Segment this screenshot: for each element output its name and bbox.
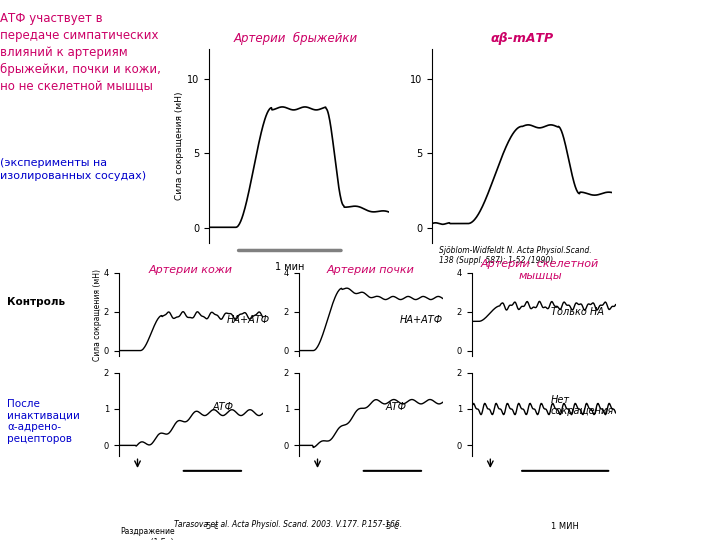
Text: Раздражение
нервов (1 Гц): Раздражение нервов (1 Гц) [120,528,175,540]
Text: αβ-mАТР: αβ-mАТР [490,32,554,45]
Text: Артерии кожи: Артерии кожи [149,265,233,275]
Text: НА+АТФ: НА+АТФ [400,315,443,325]
Text: Tarasova et al. Acta Physiol. Scand. 2003. V.177. P.157-166.: Tarasova et al. Acta Physiol. Scand. 200… [174,520,402,529]
Text: Артерии  брыжейки: Артерии брыжейки [233,32,357,45]
Text: Артерии почки: Артерии почки [327,265,415,275]
Y-axis label: Сила сокращения (мН): Сила сокращения (мН) [175,92,184,200]
Text: Контроль: Контроль [7,298,66,307]
Text: (эксперименты на
изолированных сосудах): (эксперименты на изолированных сосудах) [0,158,146,181]
Text: 1 мин: 1 мин [275,262,305,273]
Text: После
инактивации
α-адрено-
рецепторов: После инактивации α-адрено- рецепторов [7,399,80,443]
Text: 5 с: 5 с [206,522,219,531]
Text: Только НА: Только НА [551,307,604,316]
Y-axis label: Сила сокращения (мН): Сила сокращения (мН) [94,268,102,361]
Text: 5 с: 5 с [386,522,399,531]
Text: АТФ участвует в
передаче симпатических
влияний к артериям
брыжейки, почки и кожи: АТФ участвует в передаче симпатических в… [0,12,161,93]
Text: Нет
сокращения: Нет сокращения [551,395,614,416]
Text: Sjöblom-Widfeldt N. Acta Physiol.Scand.
138 (Suppl. 587): 1-52 (1990): Sjöblom-Widfeldt N. Acta Physiol.Scand. … [439,246,592,265]
Text: НА+АТФ: НА+АТФ [227,315,270,325]
Text: 1 МИН: 1 МИН [552,522,579,531]
Text: Артерии  скелетной
мышцы: Артерии скелетной мышцы [481,259,599,281]
Text: АТФ: АТФ [212,402,233,412]
Text: АТФ: АТФ [385,402,406,412]
